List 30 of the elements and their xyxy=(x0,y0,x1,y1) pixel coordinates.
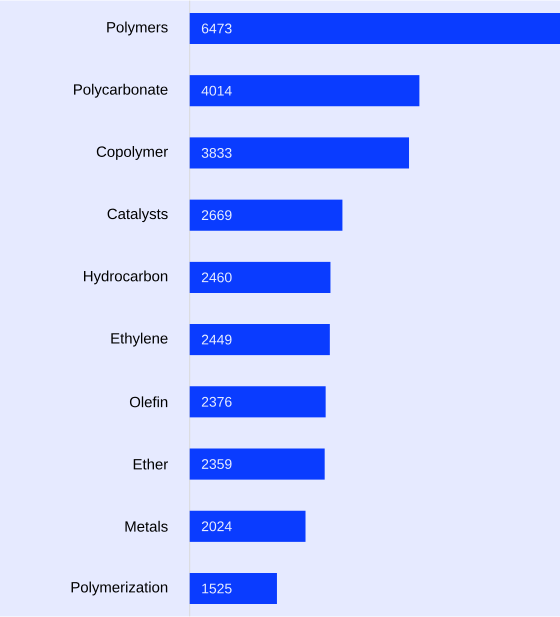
bar xyxy=(190,137,409,168)
data-label: 1525 xyxy=(202,584,232,594)
y-tick-label: Polymers xyxy=(107,22,168,36)
bar xyxy=(190,262,330,293)
bar xyxy=(190,12,560,44)
y-tick-label: Polymerization xyxy=(72,582,168,596)
bar xyxy=(190,448,325,480)
y-tick-label: Olefin xyxy=(130,396,168,408)
y-tick-label: Metals xyxy=(125,520,168,532)
bar xyxy=(190,75,420,106)
bar xyxy=(190,200,342,231)
y-tick-label: Hydrocarbon xyxy=(84,270,168,284)
y-tick-label: Polycarbonate xyxy=(74,84,168,98)
y-tick-label: Catalysts xyxy=(108,208,168,222)
bar xyxy=(190,510,306,542)
data-label: 3833 xyxy=(202,148,232,158)
data-label: 2449 xyxy=(202,334,232,345)
data-label: 2024 xyxy=(202,521,232,532)
data-label: 2460 xyxy=(202,272,232,282)
y-tick-label: Ethylene xyxy=(111,332,168,347)
bar xyxy=(190,386,326,418)
data-label: 2359 xyxy=(202,459,232,469)
y-tick-label: Copolymer xyxy=(96,146,168,160)
y-tick-label: Ether xyxy=(134,458,168,470)
data-label: 6473 xyxy=(202,24,232,34)
data-label: 2376 xyxy=(202,396,232,407)
data-label: 4014 xyxy=(201,86,232,96)
bar xyxy=(190,324,330,356)
data-label: 2669 xyxy=(202,210,232,220)
bar xyxy=(190,572,277,604)
